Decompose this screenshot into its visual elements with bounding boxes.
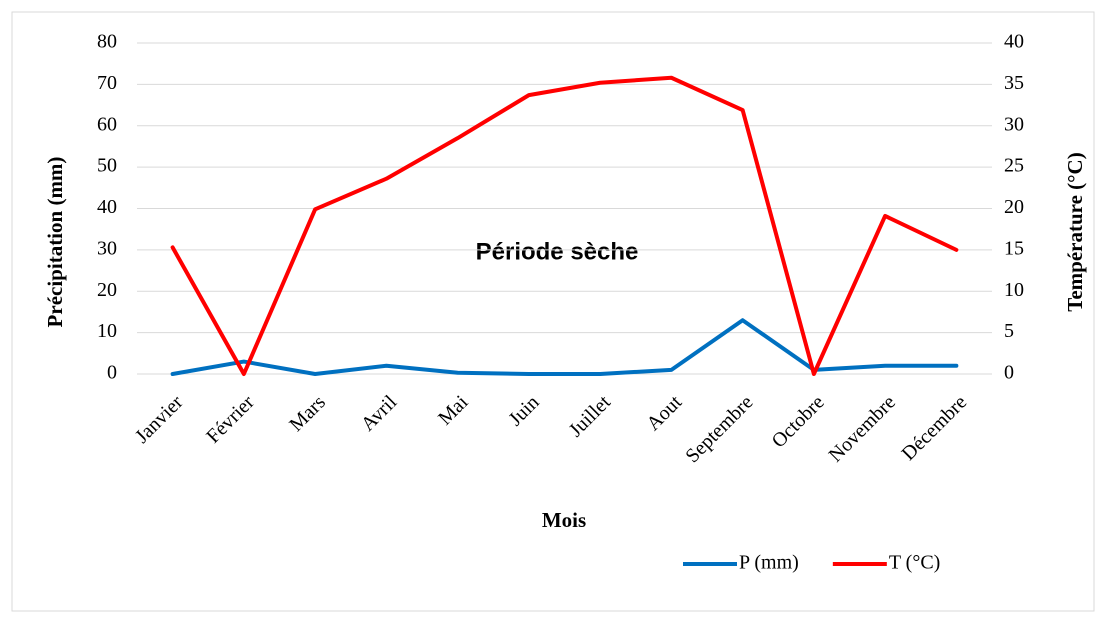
x-axis-title: Mois (542, 508, 586, 532)
legend-label: P (mm) (739, 552, 799, 574)
y2-tick-label: 5 (1004, 320, 1014, 342)
y-tick-label: 60 (97, 113, 117, 135)
y2-tick-label: 20 (1004, 196, 1024, 218)
y2-tick-label: 40 (1004, 31, 1024, 53)
y-tick-label: 80 (97, 31, 117, 53)
legend-label: T (°C) (889, 552, 941, 574)
y2-tick-label: 35 (1004, 72, 1024, 94)
y-tick-label: 70 (97, 72, 117, 94)
y2-tick-label: 15 (1004, 237, 1024, 259)
y2-tick-label: 30 (1004, 113, 1024, 135)
series-line (170, 75, 959, 376)
y2-tick-label: 10 (1004, 279, 1024, 301)
y-tick-label: 10 (97, 320, 117, 342)
y2-axis-title: Température (°C) (1063, 152, 1087, 311)
y2-tick-label: 25 (1004, 155, 1024, 177)
y-tick-label: 50 (97, 155, 117, 177)
y-tick-label: 0 (107, 362, 117, 384)
annotation: Période sèche (476, 238, 639, 265)
y-axis-title: Précipitation (mm) (43, 157, 67, 328)
y-tick-label: 30 (97, 237, 117, 259)
y2-tick-label: 0 (1004, 362, 1014, 384)
y-tick-label: 20 (97, 279, 117, 301)
series-line (170, 318, 959, 376)
y-tick-label: 40 (97, 196, 117, 218)
chart-frame (11, 11, 1095, 612)
